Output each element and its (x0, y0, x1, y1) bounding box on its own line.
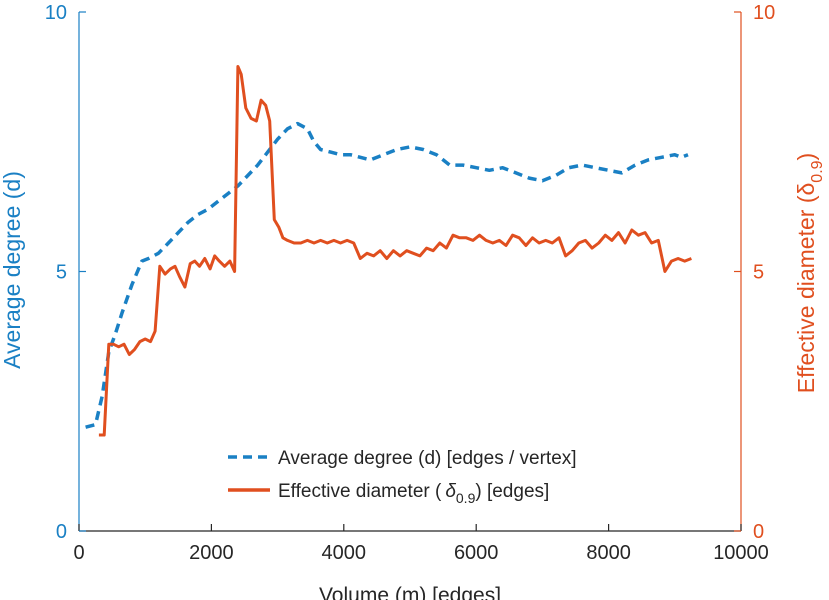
x-tick-label: 10000 (713, 542, 769, 564)
legend-label-avg-degree: Average degree (d) [edges / vertex] (278, 448, 577, 469)
x-tick-label: 0 (73, 542, 84, 564)
series-line-avg-degree (85, 121, 689, 429)
plot-lines (85, 65, 692, 437)
y-axis-label-right-text: Effective diameter (δ (793, 183, 819, 394)
legend-label-eff-diameter-symbol: δ (445, 481, 456, 502)
x-axis-label: Volume (m) [edges] (319, 584, 501, 600)
series-line-eff-diameter (98, 65, 692, 437)
y-tick-label-right: 0 (753, 521, 764, 543)
y-tick-label-left: 5 (56, 262, 67, 284)
y-tick-label-right: 5 (753, 262, 764, 284)
legend-label-eff-diameter-suffix: ) [edges] (475, 481, 549, 502)
legend-label-eff-diameter-sub: 0.9 (456, 490, 476, 506)
y-axis-label-left: Average degree (d) (0, 171, 25, 369)
legend: Average degree (d) [edges / vertex] Effe… (228, 448, 577, 506)
legend-label-eff-diameter-prefix: Effective diameter ( (278, 481, 442, 502)
x-tick-label: 8000 (586, 542, 631, 564)
y-axis-label-right: Effective diameter (δ0.9) (793, 153, 826, 393)
x-tick-label: 6000 (454, 542, 499, 564)
y-tick-label-left: 0 (56, 521, 67, 543)
legend-label-eff-diameter: Effective diameter (δ0.9) [edges] (278, 481, 549, 506)
y-tick-label-left: 10 (45, 2, 67, 24)
y-tick-label-right: 10 (753, 2, 775, 24)
y-axis-label-right-close: ) (793, 153, 819, 161)
y-axis-label-right-sub: 0.9 (809, 160, 826, 182)
x-tick-label: 4000 (322, 542, 367, 564)
x-tick-label: 2000 (189, 542, 234, 564)
